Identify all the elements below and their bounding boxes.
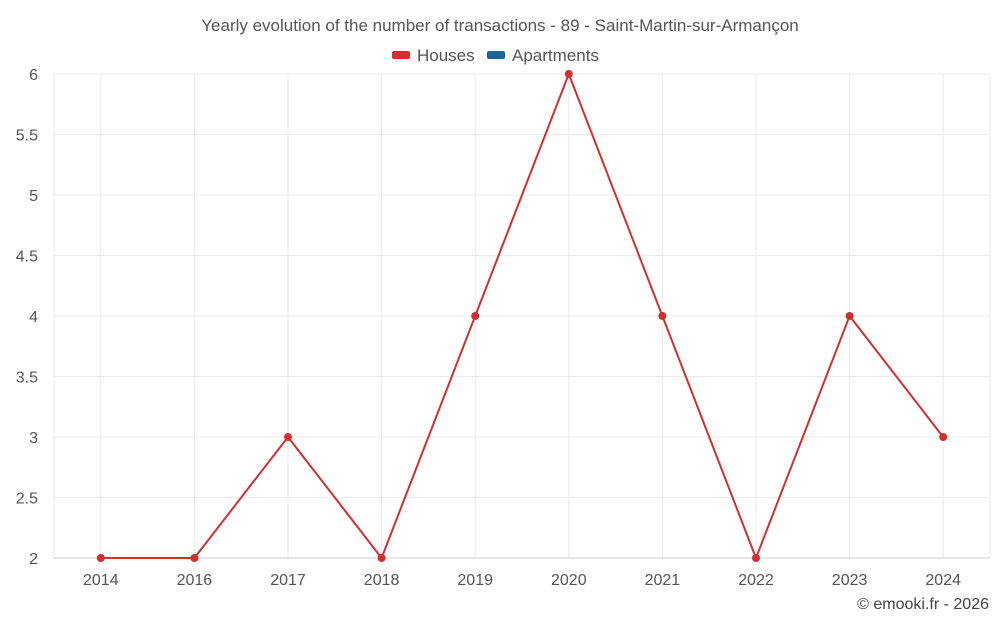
y-tick-label: 4.5 [16, 249, 38, 266]
y-tick-label: 3 [29, 430, 38, 447]
legend-item-apartments[interactable]: Apartments [487, 46, 599, 65]
x-tick-label: 2023 [832, 572, 868, 589]
y-tick-label: 5 [29, 188, 38, 205]
legend-label-houses: Houses [417, 46, 475, 65]
legend-item-houses[interactable]: Houses [392, 46, 475, 65]
y-tick-label: 5.5 [16, 128, 38, 145]
x-tick-label: 2016 [177, 572, 213, 589]
credit-text: © emooki.fr - 2026 [857, 596, 989, 613]
x-tick-label: 2020 [551, 572, 587, 589]
x-tick-label: 2019 [457, 572, 493, 589]
y-tick-label: 2 [29, 551, 38, 568]
legend-swatch-houses [392, 51, 410, 59]
x-tick-label: 2014 [83, 572, 119, 589]
data-point-houses[interactable] [564, 70, 573, 78]
data-point-houses[interactable] [96, 554, 105, 562]
data-point-houses[interactable] [939, 433, 948, 441]
y-tick-label: 3.5 [16, 370, 38, 387]
series [96, 70, 948, 562]
chart-title: Yearly evolution of the number of transa… [201, 16, 798, 35]
legend-label-apartments: Apartments [512, 46, 599, 65]
y-tick-label: 2.5 [16, 491, 38, 508]
data-point-houses[interactable] [658, 312, 667, 320]
data-point-houses[interactable] [752, 554, 760, 562]
x-tick-label: 2022 [738, 572, 774, 589]
legend: Houses Apartments [392, 46, 599, 65]
x-tick-label: 2021 [645, 572, 681, 589]
series-line-houses [100, 73, 944, 559]
x-tick-label: 2018 [364, 572, 400, 589]
data-point-houses[interactable] [190, 554, 199, 562]
data-point-houses[interactable] [845, 312, 854, 320]
y-tick-label: 6 [29, 67, 38, 84]
x-tick-label: 2024 [925, 572, 961, 589]
x-tick-label: 2017 [270, 572, 306, 589]
data-point-houses[interactable] [377, 554, 386, 562]
legend-swatch-apartments [487, 51, 505, 59]
data-point-houses[interactable] [471, 312, 480, 320]
data-point-houses[interactable] [284, 433, 292, 441]
y-tick-label: 4 [29, 309, 38, 326]
axes: 2 2.5 3 3.5 4 4.5 5 5.5 6 2014 2016 2017 2018 2019 202… [16, 67, 990, 589]
